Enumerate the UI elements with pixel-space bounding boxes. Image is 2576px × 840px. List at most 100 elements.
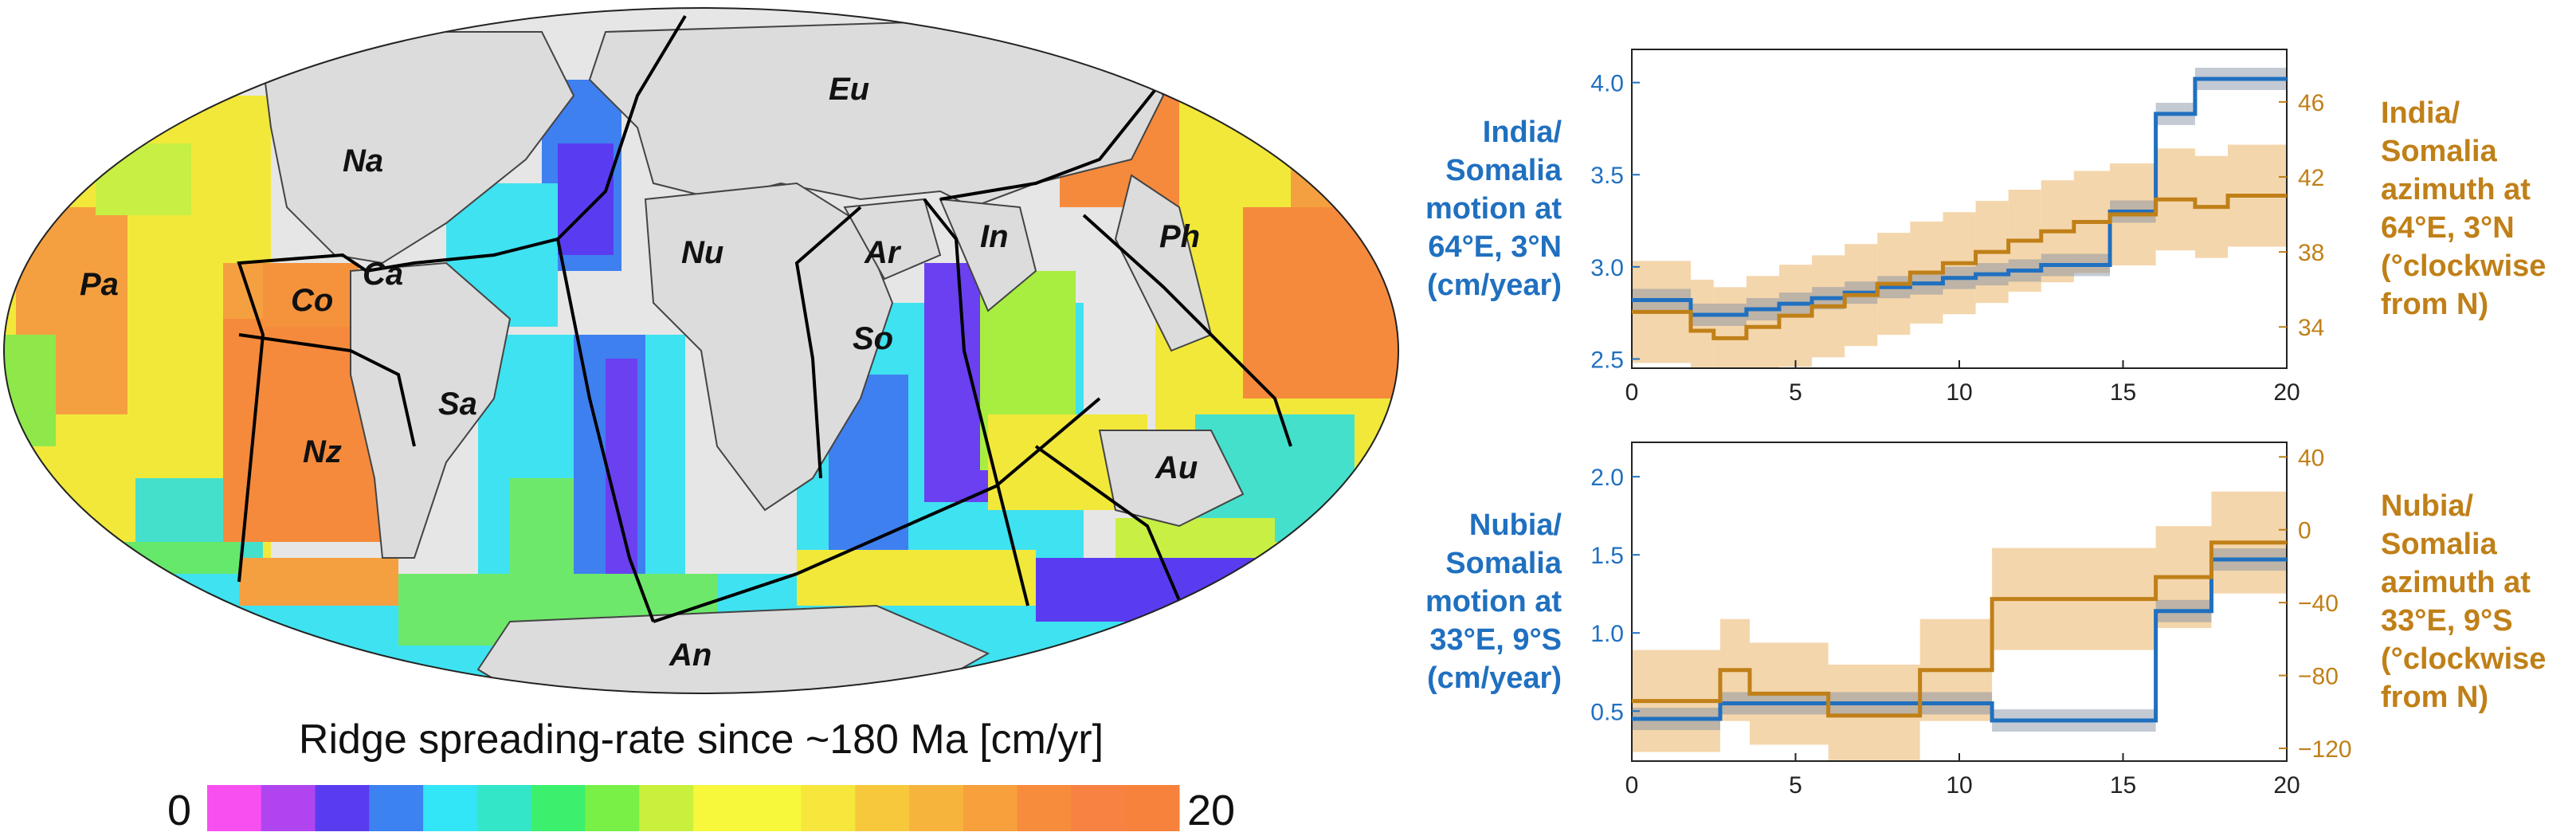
globe-outline: [3, 7, 1399, 694]
azimuth-uncertainty-band: [1746, 276, 1779, 368]
plate-label-na: Na: [343, 143, 383, 179]
motion-series-line: [1632, 557, 2287, 723]
right-axis-label-line: Somalia: [2381, 135, 2498, 168]
south-america-land: [350, 261, 512, 559]
left-tick-label: 3.0: [1590, 255, 1624, 281]
pacific-ocean-zones: [4, 88, 1398, 638]
plate-label-sa: Sa: [438, 387, 477, 422]
right-axis-label-line: Nubia/: [2381, 489, 2474, 523]
colorbar-swatch: [747, 785, 802, 831]
x-tick-label: 20: [2273, 379, 2300, 406]
colorbar-swatch: [1071, 785, 1126, 831]
left-tick-label: 2.5: [1590, 347, 1624, 373]
chart-canvas: 0 5 10 15 20 2.5 3.0 3.5 4.0 34 38 42 46 India/Somali…: [1425, 49, 2546, 799]
right-axis-label-line: (°clockwise: [2381, 642, 2546, 676]
plate-label-eu: Eu: [829, 72, 869, 107]
left-tick-label: 1.0: [1590, 621, 1624, 647]
plate-label-pa: Pa: [80, 267, 119, 302]
right-axis-label-line: India/: [2381, 96, 2460, 130]
plate-labels: Eu Na Nu Ar In Ph Pa Co Ca So Sa Nz Au A…: [80, 72, 1200, 673]
colorbar-title: Ridge spreading-rate since ~180 Ma [cm/y…: [299, 716, 1104, 763]
plate-label-ph: Ph: [1159, 219, 1200, 254]
left-axis-label-line: 33°E, 9°S: [1429, 623, 1562, 657]
arabia-land: [843, 198, 942, 281]
spreading-rate-map: Eu Na Nu Ar In Ph Pa Co Ca So Sa Nz Au A…: [3, 7, 1399, 834]
left-tick-label: 0.5: [1590, 699, 1624, 725]
plate-label-co: Co: [291, 283, 333, 318]
colorbar-swatch: [855, 785, 910, 831]
colorbar-swatch: [639, 785, 694, 831]
southeast-asia-land: [1114, 174, 1213, 352]
world-map-panel: Eu Na Nu Ar In Ph Pa Co Ca So Sa Nz Au A…: [3, 7, 1399, 834]
right-tick-label: 38: [2298, 240, 2324, 266]
left-axis-label-line: Somalia: [1445, 547, 1562, 580]
colorbar: [207, 785, 1180, 831]
nubia-somalia-chart: 0 5 10 15 20 0.5 1.0 1.5 2.0 −120 −80 −40 0 40 Nubia/S…: [1425, 442, 2546, 799]
x-tick-label: 0: [1625, 772, 1639, 799]
azimuth-uncertainty-band: [1713, 287, 1747, 368]
left-axis-label-line: (cm/year): [1427, 269, 1562, 302]
colorbar-swatch: [531, 785, 586, 831]
x-tick-label: 5: [1789, 772, 1802, 799]
colorbar-swatch: [801, 785, 856, 831]
colorbar-max-label: 20: [1187, 787, 1235, 834]
x-tick-label: 15: [2110, 772, 2136, 799]
left-axis-label-line: motion at: [1425, 585, 1562, 618]
colorbar-swatch: [693, 785, 748, 831]
plate-motion-charts: 0 5 10 15 20 2.5 3.0 3.5 4.0 34 38 42 46 India/Somali…: [1402, 0, 2576, 836]
right-axis-label-line: azimuth at: [2381, 173, 2531, 206]
plate-label-so: So: [853, 321, 893, 356]
x-tick-label: 20: [2273, 772, 2300, 799]
right-tick-label: −80: [2298, 664, 2339, 690]
colorbar-min-label: 0: [167, 787, 191, 834]
colorbar-swatch: [1017, 785, 1072, 831]
x-tick-label: 15: [2110, 379, 2136, 406]
right-tick-label: 0: [2298, 518, 2311, 544]
colorbar-swatch: [963, 785, 1018, 831]
left-axis-label-line: Somalia: [1445, 154, 1562, 187]
right-axis-label-line: from N): [2381, 681, 2488, 714]
colorbar-swatch: [423, 785, 478, 831]
azimuth-series-line: [1632, 194, 2287, 340]
right-tick-label: 40: [2298, 445, 2324, 471]
india-land: [939, 198, 1037, 312]
right-tick-label: 42: [2298, 165, 2324, 191]
x-tick-label: 10: [1946, 772, 1972, 799]
left-tick-label: 4.0: [1590, 71, 1624, 97]
plate-label-in: In: [980, 219, 1009, 254]
eurasia-land: [588, 14, 1165, 209]
left-axis-label-line: India/: [1483, 116, 1562, 149]
plate-label-an: An: [669, 638, 712, 673]
left-axis-label-line: (cm/year): [1427, 661, 1562, 695]
africa-land: [644, 182, 894, 512]
left-tick-label: 1.5: [1590, 543, 1624, 569]
colorbar-swatch: [476, 785, 532, 831]
left-tick-label: 2.0: [1590, 465, 1624, 491]
plate-label-nz: Nz: [303, 434, 342, 469]
plate-label-ar: Ar: [864, 235, 902, 270]
right-tick-label: −120: [2298, 736, 2352, 763]
plate-label-nu: Nu: [681, 235, 723, 270]
left-axis-label-line: motion at: [1425, 192, 1562, 226]
azimuth-uncertainty-band: [1690, 279, 1714, 368]
left-axis-label-line: 64°E, 3°N: [1428, 230, 1562, 264]
colorbar-swatch: [1125, 785, 1180, 831]
colorbar-swatch: [909, 785, 964, 831]
right-axis-label-line: from N): [2381, 288, 2488, 321]
plate-label-au: Au: [1155, 450, 1198, 485]
x-tick-label: 10: [1946, 379, 1972, 406]
right-axis-label-line: Somalia: [2381, 528, 2498, 561]
continents: [261, 14, 1245, 693]
x-tick-label: 5: [1789, 379, 1802, 406]
right-tick-label: −40: [2298, 591, 2339, 617]
right-tick-label: 34: [2298, 315, 2324, 341]
colorbar-swatch: [369, 785, 424, 831]
right-axis-label-line: 33°E, 9°S: [2381, 604, 2513, 638]
colorbar-swatch: [261, 785, 316, 831]
x-tick-label: 0: [1625, 379, 1639, 406]
right-axis-label-line: 64°E, 3°N: [2381, 211, 2515, 245]
left-tick-label: 3.5: [1590, 163, 1624, 189]
right-axis-label-line: azimuth at: [2381, 566, 2531, 599]
motion-series-line: [1632, 77, 2287, 317]
plate-label-ca: Ca: [363, 257, 403, 292]
